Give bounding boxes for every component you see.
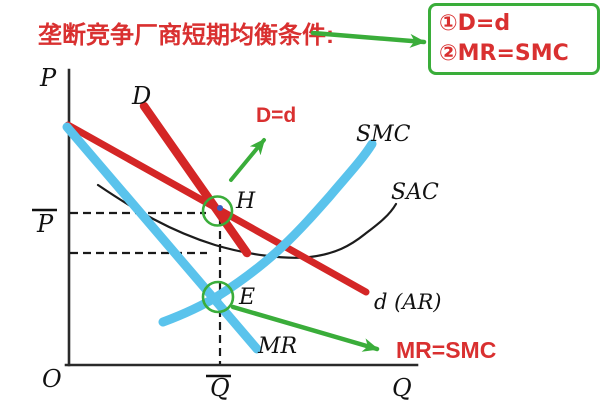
p-bar-label: P <box>36 210 54 238</box>
p-axis-label: P <box>39 64 57 92</box>
h-to-dd-arrow <box>229 138 266 182</box>
mrsmc-annotation: MR=SMC <box>396 337 496 363</box>
title-to-box-arrow <box>310 30 427 48</box>
mr-curve <box>62 122 262 354</box>
d-ar-label: d (AR) <box>374 290 441 314</box>
equilibrium-conditions-box: ①D=d ②MR=SMC <box>428 3 600 76</box>
q-axis-label: Q <box>392 374 412 402</box>
sac-label: SAC <box>391 180 439 205</box>
q-bar-label: Q <box>210 374 230 402</box>
e-to-mrsmc-arrow <box>230 304 380 352</box>
point-h-label: H <box>235 189 256 214</box>
point-e-label: E <box>238 285 255 310</box>
smc-curve <box>158 139 377 327</box>
smc-label: SMC <box>356 122 411 147</box>
dd-annotation: D=d <box>256 104 296 127</box>
condition-2: ②MR=SMC <box>439 40 569 66</box>
diagram-title: 垄断竞争厂商短期均衡条件: <box>38 22 334 49</box>
h-intersection-dot <box>217 205 223 211</box>
sac-curve <box>96 183 398 259</box>
demand-curve-d-upper <box>139 101 252 258</box>
mr-label: MR <box>257 334 297 359</box>
condition-1: ①D=d <box>439 11 511 36</box>
origin-label: O <box>42 365 62 393</box>
d-curve-label: D <box>131 82 151 110</box>
point-e-circle <box>201 280 235 314</box>
point-h-circle <box>201 195 234 227</box>
